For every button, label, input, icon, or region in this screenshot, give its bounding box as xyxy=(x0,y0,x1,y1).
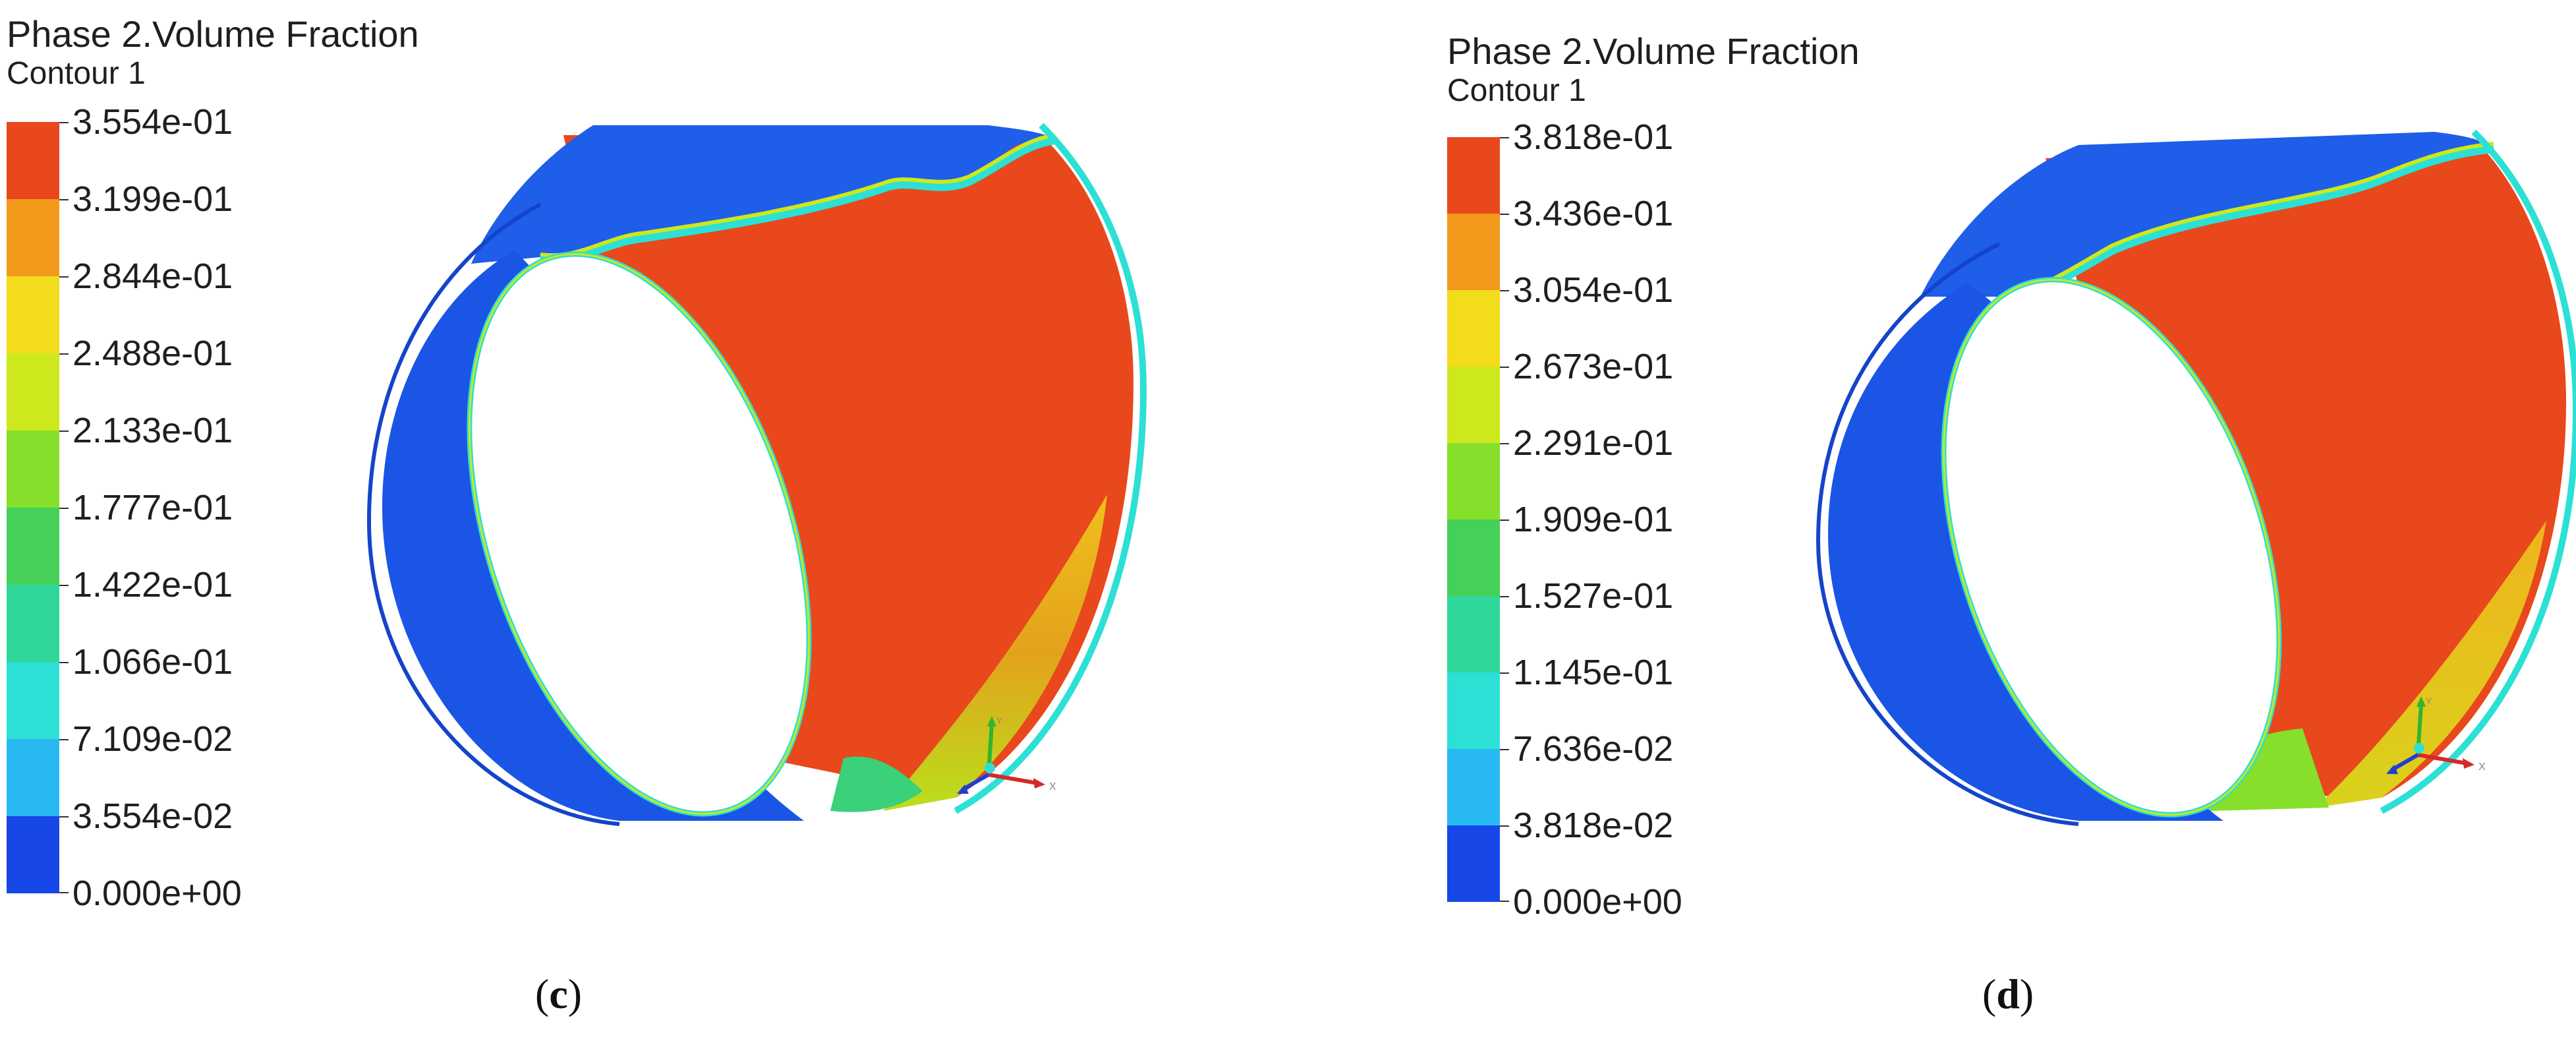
legend-swatch xyxy=(7,199,59,276)
cylinder-band xyxy=(2316,521,2546,808)
legend-tick-label: 3.818e-01 xyxy=(1513,117,1674,157)
legend-subtitle: Contour 1 xyxy=(1447,73,1586,108)
legend-swatch xyxy=(1447,290,1500,367)
axis-triad-icon: Y X xyxy=(2386,696,2486,774)
legend-swatch xyxy=(1447,520,1500,596)
legend-tick-label: 1.145e-01 xyxy=(1513,653,1674,692)
legend-tick-label: 3.554e-01 xyxy=(72,102,233,142)
legend-tick-label: 2.844e-01 xyxy=(72,256,233,296)
legend-tick-label: 2.488e-01 xyxy=(72,334,233,373)
legend-swatch xyxy=(7,662,59,739)
legend-tick-label: 3.199e-01 xyxy=(72,179,233,219)
panel-caption: (d) xyxy=(1982,970,2034,1017)
cylinder-wall-low xyxy=(471,125,1054,264)
legend-swatch xyxy=(1447,214,1500,290)
legend-swatch xyxy=(7,431,59,508)
legend-tick-label: 1.777e-01 xyxy=(72,488,233,527)
panel-c: Phase 2.Volume Fraction Contour 1 3.554e… xyxy=(7,13,1147,1017)
legend-swatch xyxy=(1447,596,1500,672)
axis-label-y: Y xyxy=(996,715,1003,726)
legend-swatch xyxy=(7,353,59,431)
legend-tick-label: 3.554e-02 xyxy=(72,796,233,836)
legend-tick-label: 0.000e+00 xyxy=(72,874,242,913)
panel-d: Phase 2.Volume Fraction Contour 1 3.818e… xyxy=(1288,0,2576,1041)
legend-title: Phase 2.Volume Fraction xyxy=(1447,30,1860,72)
cylinder-contour-view xyxy=(366,123,1147,826)
legend-tick-label: 3.818e-02 xyxy=(1513,806,1674,845)
legend-swatch xyxy=(7,508,59,585)
legend-swatch xyxy=(1447,749,1500,825)
axis-triad-icon: Y X xyxy=(957,715,1056,794)
legend-tick-label: 3.054e-01 xyxy=(1513,270,1674,310)
axis-label-y: Y xyxy=(2426,696,2432,706)
legend-tick-label: 1.066e-01 xyxy=(72,642,233,682)
legend-tick-label: 1.909e-01 xyxy=(1513,500,1674,539)
legend-tick-label: 7.636e-02 xyxy=(1513,729,1674,769)
legend-tick-label: 1.527e-01 xyxy=(1513,576,1674,616)
legend-tick-label: 2.133e-01 xyxy=(72,411,233,450)
cylinder-band xyxy=(883,494,1107,811)
axis-label-x: X xyxy=(1049,781,1056,792)
legend-tick-label: 1.422e-01 xyxy=(72,565,233,605)
legend-swatch xyxy=(7,816,59,893)
legend-swatch xyxy=(7,739,59,816)
legend-swatch xyxy=(7,585,59,662)
legend-swatch xyxy=(7,276,59,353)
legend-swatch xyxy=(1447,367,1500,443)
axis-label-x: X xyxy=(2478,761,2486,773)
legend-subtitle: Contour 1 xyxy=(7,56,146,91)
legend-tick-label: 2.673e-01 xyxy=(1513,347,1674,386)
legend-swatch xyxy=(1447,672,1500,749)
legend-swatch xyxy=(1447,137,1500,214)
panel-caption: (c) xyxy=(535,970,583,1017)
cylinder-contour-view xyxy=(1816,129,2576,826)
legend-swatch xyxy=(1447,825,1500,902)
legend-title: Phase 2.Volume Fraction xyxy=(7,13,419,55)
legend-tick-label: 2.291e-01 xyxy=(1513,423,1674,463)
legend-tick-label: 3.436e-01 xyxy=(1513,194,1674,233)
color-legend: 3.554e-01 3.199e-01 2.844e-01 2.488e-01 … xyxy=(7,104,270,912)
color-legend: 3.818e-01 3.436e-01 3.054e-01 2.673e-01 … xyxy=(1447,119,1711,920)
legend-tick-label: 7.109e-02 xyxy=(72,719,233,759)
legend-swatch xyxy=(1447,443,1500,520)
legend-swatch xyxy=(7,122,59,199)
legend-tick-label: 0.000e+00 xyxy=(1513,882,1682,922)
